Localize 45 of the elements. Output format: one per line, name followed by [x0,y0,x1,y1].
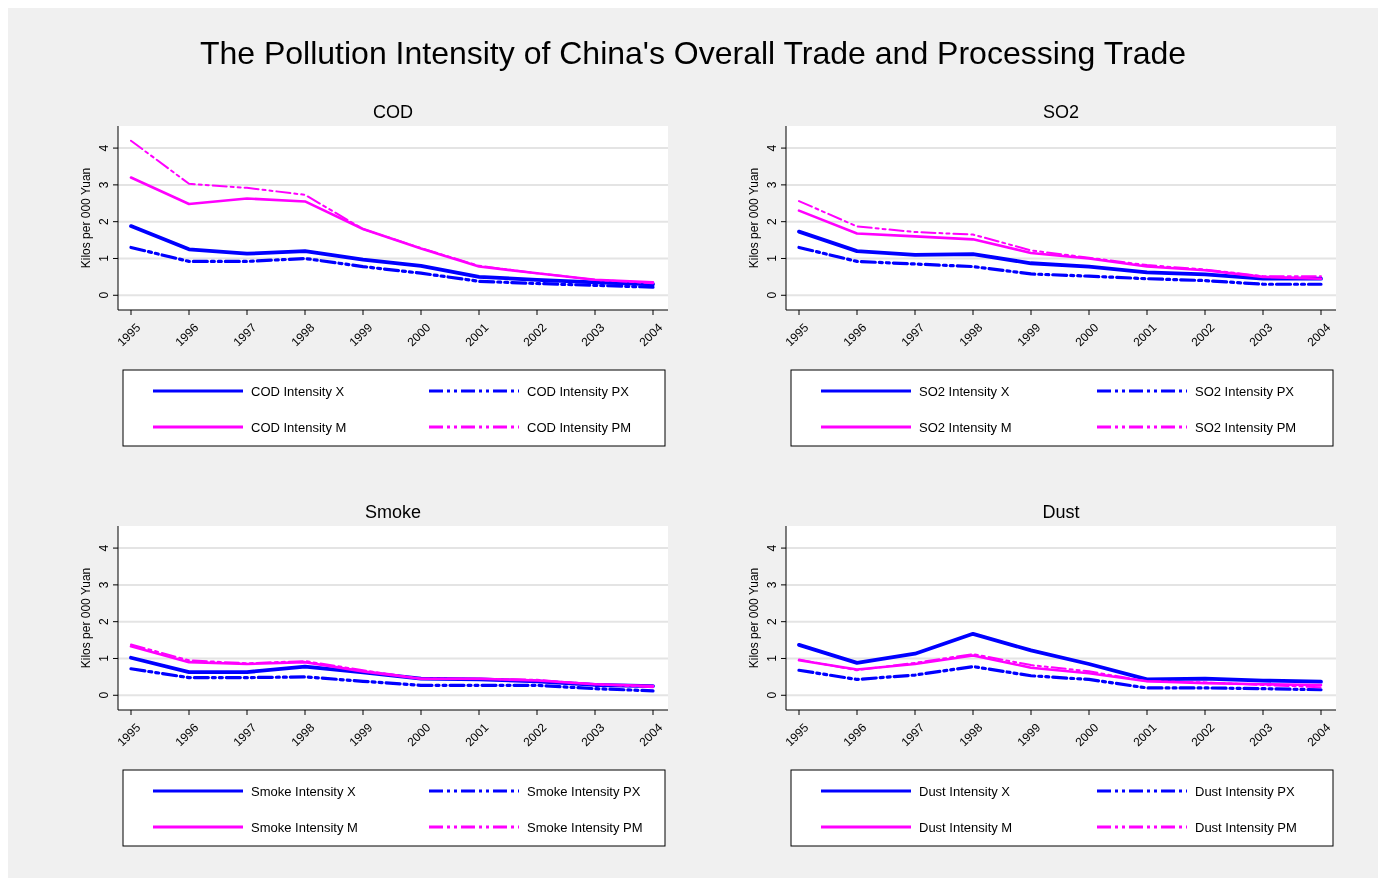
legend-label: Smoke Intensity X [251,784,357,799]
legend-label: COD Intensity PM [527,420,632,435]
legend-label: SO2 Intensity PX [1195,384,1295,399]
legend-label: Smoke Intensity PM [527,820,643,835]
y-tick-label: 1 [97,654,111,662]
legend-label: SO2 Intensity M [919,420,1012,435]
y-tick-label: 4 [97,544,111,552]
y-tick-label: 2 [97,218,111,226]
legend-label: Dust Intensity PX [1195,784,1296,799]
chart-title: Dust [1042,502,1080,522]
y-tick-label: 0 [765,691,779,699]
y-tick-label: 1 [765,254,779,262]
chart-title: Smoke [364,502,422,522]
y-tick-label: 0 [97,691,111,699]
y-tick-label: 3 [97,181,111,189]
y-tick-label: 3 [765,181,779,189]
legend-label: Dust Intensity PM [1195,820,1297,835]
legend-label: COD Intensity PX [527,384,630,399]
y-axis-title: Kilos per 000 Yuan [747,167,761,269]
y-tick-label: 1 [97,254,111,262]
y-tick-label: 2 [765,218,779,226]
y-tick-label: 4 [765,544,779,552]
legend-label: COD Intensity M [251,420,347,435]
y-tick-label: 4 [765,144,779,152]
y-tick-label: 2 [97,618,111,626]
y-tick-label: 0 [765,291,779,299]
chart-title: COD [373,102,413,122]
legend-label: SO2 Intensity X [919,384,1010,399]
legend-label: COD Intensity X [251,384,345,399]
y-axis-title: Kilos per 000 Yuan [79,167,93,269]
y-tick-label: 2 [765,618,779,626]
chart-title: SO2 [1042,102,1080,122]
y-tick-label: 3 [97,581,111,589]
y-tick-label: 0 [97,291,111,299]
y-tick-label: 3 [765,581,779,589]
text: The Pollution Intensity of China's Overall Trade and Processing Trade [199,35,1187,71]
legend-label: Smoke Intensity M [251,820,358,835]
legend-label: Dust Intensity M [919,820,1013,835]
legend-label: SO2 Intensity PM [1195,420,1297,435]
legend-label: Smoke Intensity PX [527,784,641,799]
y-tick-label: 4 [97,144,111,152]
y-axis-title: Kilos per 000 Yuan [79,567,93,669]
y-axis-title: Kilos per 000 Yuan [747,567,761,669]
legend-label: Dust Intensity X [919,784,1011,799]
y-tick-label: 1 [765,654,779,662]
